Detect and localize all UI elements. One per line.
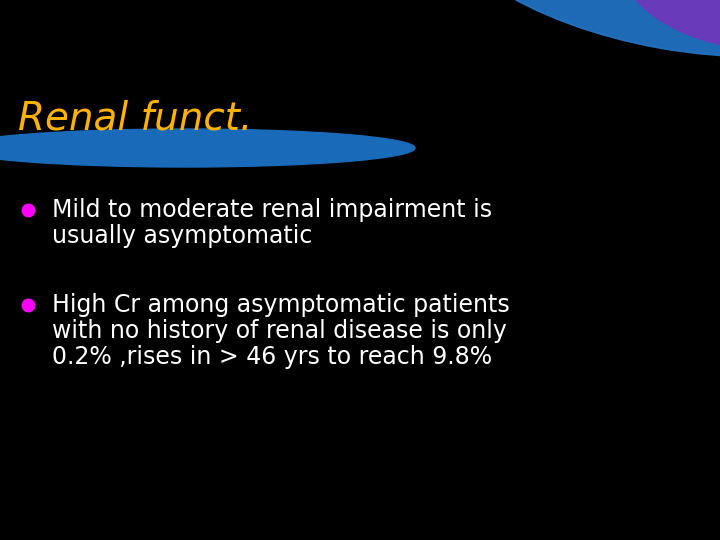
Text: with no history of renal disease is only: with no history of renal disease is only [52, 319, 507, 343]
Text: High Cr among asymptomatic patients: High Cr among asymptomatic patients [52, 293, 510, 317]
Text: usually asymptomatic: usually asymptomatic [52, 224, 312, 248]
Ellipse shape [0, 129, 415, 167]
Ellipse shape [621, 0, 720, 51]
Text: Mild to moderate renal impairment is: Mild to moderate renal impairment is [52, 198, 492, 222]
Ellipse shape [433, 0, 720, 57]
Text: 0.2% ,rises in > 46 yrs to reach 9.8%: 0.2% ,rises in > 46 yrs to reach 9.8% [52, 345, 492, 369]
Bar [0, 60, 720, 540]
Text: Renal funct.: Renal funct. [18, 99, 253, 137]
